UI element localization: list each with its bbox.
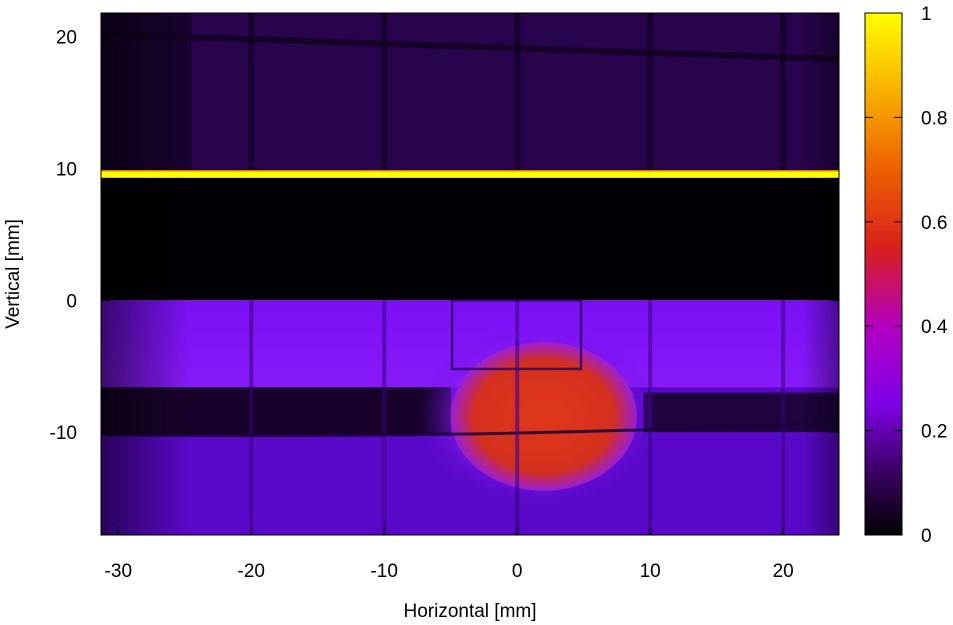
colorbar-tick-label: 0 [921, 526, 932, 547]
plot-frame [100, 12, 840, 536]
colorbar-tick-label: 0.6 [921, 213, 947, 234]
y-axis: -10 0 10 20 [50, 28, 839, 444]
y-tick-label: 0 [66, 291, 77, 312]
x-tick-label: -10 [370, 561, 397, 582]
y-tick-label: 10 [56, 160, 77, 181]
colorbar-tick-label: 0.2 [921, 422, 947, 443]
colorbar-tick-label: 0.4 [921, 317, 948, 338]
heatmap-image [101, 13, 839, 535]
y-tick-label: 20 [56, 28, 77, 49]
x-axis: -30 -20 -10 0 10 20 [105, 13, 794, 582]
bright-line-edge [101, 170, 839, 172]
x-tick-label: 20 [773, 561, 794, 582]
region-bright-line [101, 171, 839, 178]
edge-shade [101, 13, 839, 535]
colorbar-tick-label: 0.8 [921, 108, 947, 129]
y-axis-label: Vertical [mm] [3, 219, 24, 329]
colorbar-tick-label: 1 [921, 4, 932, 25]
x-axis-label: Horizontal [mm] [403, 601, 536, 622]
x-tick-label: 0 [512, 561, 523, 582]
colorbar [864, 12, 903, 536]
x-tick-label: -20 [238, 561, 265, 582]
y-tick-label: -10 [50, 423, 77, 444]
x-tick-label: 10 [640, 561, 661, 582]
colorbar-axis: 0 0.2 0.4 0.6 0.8 1 [865, 4, 948, 547]
x-tick-label: -30 [105, 561, 132, 582]
